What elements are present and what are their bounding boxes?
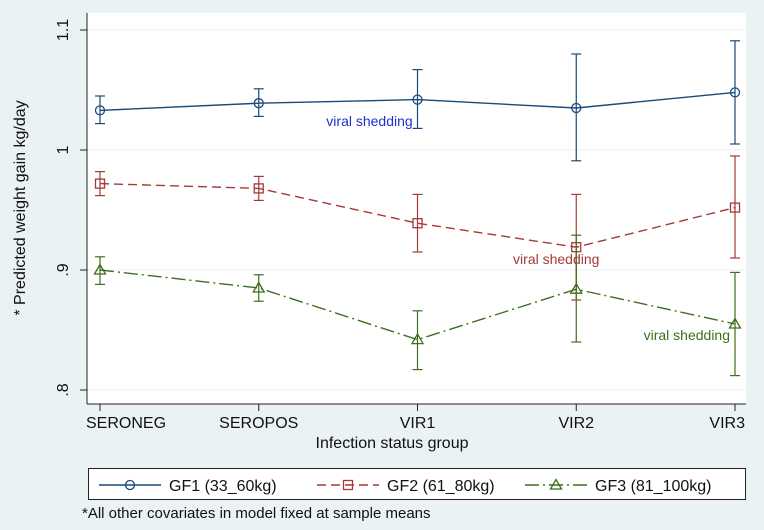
series-line: [99, 182, 736, 248]
data-point: [253, 183, 264, 194]
series-line: [99, 91, 736, 112]
x-tick-label: SEROPOS: [219, 415, 298, 432]
series-group: [93, 40, 742, 377]
legend-item-1: GF1 (33_60kg): [99, 478, 277, 495]
legend-label: GF1 (33_60kg): [169, 478, 277, 495]
data-point: [729, 202, 741, 213]
annotation-label: viral shedding: [644, 327, 730, 343]
x-tick-label: VIR2: [558, 415, 594, 432]
footnote: *All other covariates in model fixed at …: [82, 505, 431, 522]
x-tick-label: VIR3: [709, 415, 745, 432]
weight-gain-chart: .8 .9 1 1.1 SERONEG SEROPOS VIR1 VIR2 VIR3 vira…: [12, 13, 746, 452]
y-axis-label: * Predicted weight gain kg/day: [12, 100, 29, 315]
y-ticks: .8 .9 1 1.1: [55, 19, 87, 397]
y-tick-label: 1: [55, 145, 72, 154]
data-point: [412, 94, 423, 105]
data-point: [93, 263, 107, 275]
data-point: [569, 282, 583, 294]
legend-items: GF1 (33_60kg) GF2 (61_80kg) GF3 (81_100kg): [99, 478, 712, 495]
y-tick-label: .8: [55, 383, 72, 396]
y-tick-label: 1.1: [55, 19, 72, 41]
data-point: [729, 87, 741, 98]
x-ticks: SERONEG SEROPOS VIR1 VIR2 VIR3: [86, 404, 745, 432]
series-line: [99, 269, 736, 341]
data-point: [571, 102, 582, 114]
plot-area: [87, 13, 746, 404]
data-point: [252, 281, 266, 293]
data-point: [410, 332, 425, 345]
annotation-label: viral shedding: [513, 251, 599, 267]
legend-label: GF3 (81_100kg): [595, 478, 712, 495]
legend-label: GF2 (61_80kg): [387, 478, 495, 495]
grid-lines: [87, 29, 746, 391]
x-axis-label: Infection status group: [316, 435, 469, 452]
x-tick-label: VIR1: [400, 415, 436, 432]
legend-marker: [124, 479, 136, 491]
data-point: [253, 98, 264, 109]
annotations: viral shedding viral shedding viral sheddi…: [326, 113, 730, 343]
legend: GF1 (33_60kg) GF2 (61_80kg) GF3 (81_100kg): [88, 468, 746, 500]
x-tick-label: SERONEG: [86, 415, 166, 432]
legend-marker: [342, 479, 354, 491]
legend-marker: [549, 478, 563, 490]
data-point: [728, 317, 742, 329]
series-3: [93, 234, 742, 377]
y-tick-label: .9: [55, 263, 72, 276]
legend-item-3: GF3 (81_100kg): [525, 478, 712, 495]
annotation-label: viral shedding: [326, 113, 412, 129]
series-1: [94, 40, 741, 162]
data-point: [94, 105, 106, 116]
data-point: [412, 218, 423, 229]
legend-item-2: GF2 (61_80kg): [317, 478, 495, 495]
data-point: [94, 178, 106, 189]
